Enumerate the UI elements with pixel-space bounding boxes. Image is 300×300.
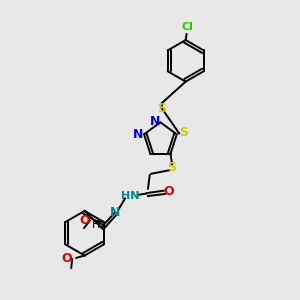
Text: O: O [79,214,90,227]
Text: N: N [133,128,143,141]
Text: Cl: Cl [181,22,193,32]
Text: N: N [110,206,120,219]
Text: O: O [164,185,174,198]
Text: S: S [179,126,188,139]
Text: S: S [158,102,166,115]
Text: S: S [167,161,176,174]
Text: H: H [92,220,100,230]
Text: N: N [150,115,160,128]
Text: O: O [61,252,72,265]
Text: HN: HN [121,191,140,201]
